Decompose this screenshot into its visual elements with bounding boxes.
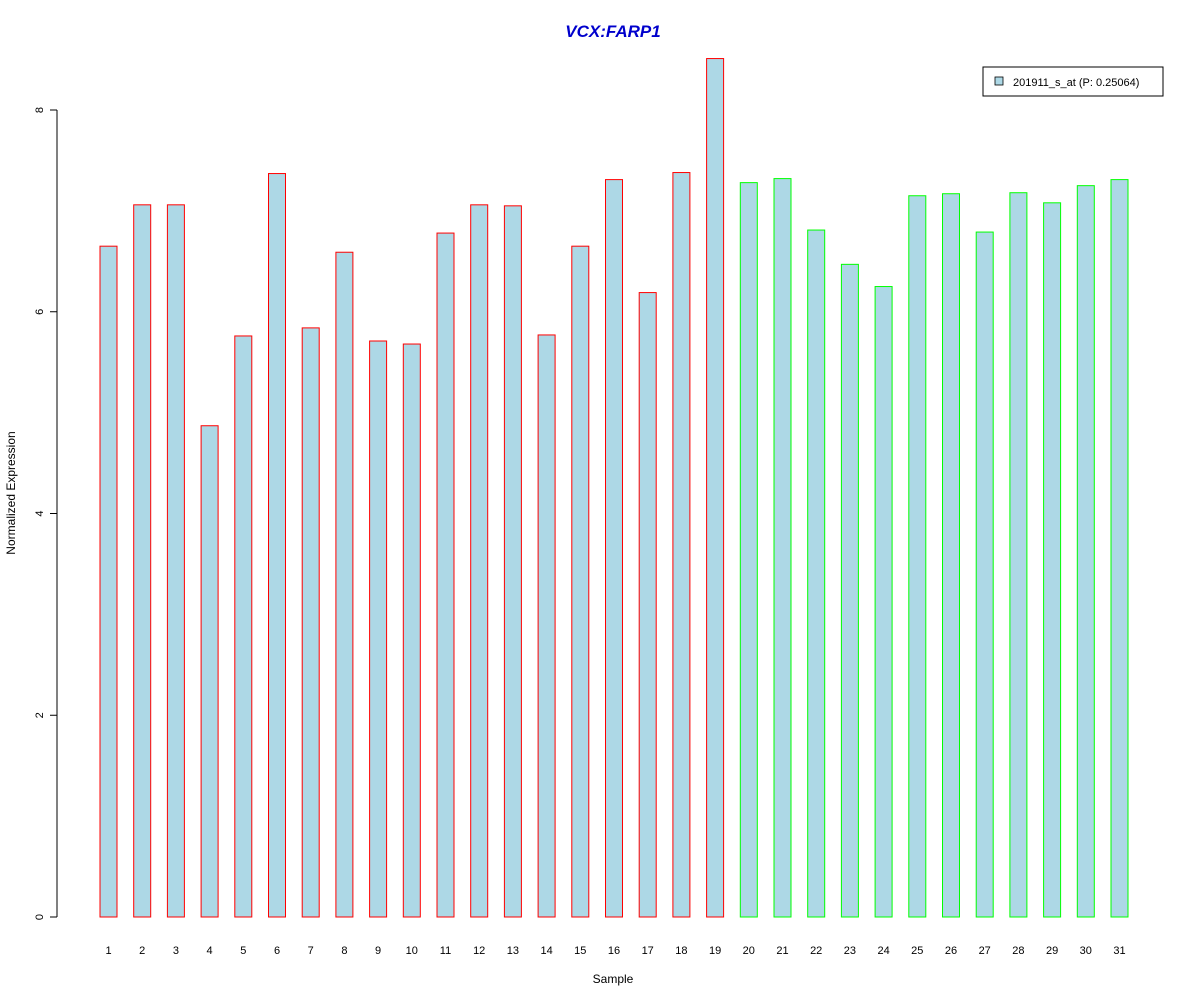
bar-sample-21: [773, 178, 792, 918]
bar-sample-23: [840, 263, 859, 918]
x-tick-label: 8: [341, 945, 347, 957]
x-tick-label: 6: [274, 945, 280, 957]
bar-sample-10: [402, 343, 421, 918]
x-tick-label: 19: [709, 945, 721, 957]
bar-sample-13: [503, 205, 522, 918]
bar-sample-1: [99, 245, 118, 918]
x-tick-label: 25: [911, 945, 923, 957]
bar-sample-31: [1110, 179, 1129, 918]
bar-sample-27: [975, 231, 994, 918]
x-tick-label: 1: [105, 945, 111, 957]
x-tick-label: 21: [776, 945, 788, 957]
y-tick-label: 8: [34, 107, 46, 113]
y-tick-label: 4: [34, 510, 46, 516]
y-axis: 0 2 4 6 8: [34, 107, 58, 920]
x-tick-label: 11: [440, 945, 451, 957]
legend-label: 201911_s_at (P: 0.25064): [1013, 77, 1139, 89]
bar-sample-22: [807, 229, 826, 918]
x-tick-label: 9: [375, 945, 381, 957]
x-tick-label: 18: [675, 945, 687, 957]
x-tick-labels: 1 2 3 4 5 6 7 8 9 10 11 12 13 14 15 16 17 18 19 20 21 22 23 24 2…: [105, 945, 1125, 957]
bar-sample-2: [133, 204, 152, 918]
bar-sample-16: [605, 179, 623, 918]
bar-sample-26: [942, 193, 960, 918]
legend: 201911_s_at (P: 0.25064): [982, 66, 1164, 97]
x-tick-label: 16: [608, 945, 620, 957]
x-tick-label: 26: [945, 945, 957, 957]
bar-sample-8: [335, 251, 354, 918]
bar-sample-29: [1043, 202, 1062, 918]
x-tick-label: 12: [473, 945, 485, 957]
x-tick-label: 3: [173, 945, 179, 957]
x-tick-label: 5: [240, 945, 246, 957]
bar-sample-28: [1009, 192, 1028, 918]
x-tick-label: 24: [877, 945, 889, 957]
x-tick-label: 30: [1080, 945, 1092, 957]
bar-sample-19: [706, 58, 725, 918]
bar-sample-7: [301, 327, 320, 918]
bar-sample-20: [739, 182, 758, 918]
x-tick-label: 4: [207, 945, 213, 957]
x-tick-label: 2: [139, 945, 145, 957]
x-tick-label: 29: [1046, 945, 1058, 957]
x-tick-label: 27: [979, 945, 991, 957]
x-tick-label: 10: [406, 945, 418, 957]
x-tick-label: 13: [507, 945, 519, 957]
bar-sample-24: [874, 286, 893, 918]
x-tick-label: 14: [540, 945, 552, 957]
bar-sample-9: [369, 340, 388, 918]
bar-sample-15: [571, 245, 590, 918]
chart-title: VCX:FARP1: [565, 22, 660, 41]
bar-sample-4: [200, 425, 219, 918]
legend-box: [982, 66, 1164, 97]
bar-sample-11: [436, 232, 455, 918]
y-tick-label: 6: [34, 309, 46, 315]
x-tick-label: 7: [308, 945, 314, 957]
y-tick-label: 2: [34, 712, 46, 718]
bar-sample-17: [638, 292, 657, 918]
bar-sample-6: [268, 173, 286, 918]
x-axis-label: Sample: [593, 972, 634, 986]
bar-sample-5: [234, 335, 253, 918]
bar-sample-18: [672, 172, 691, 918]
bar-sample-14: [537, 334, 556, 918]
x-tick-label: 22: [810, 945, 822, 957]
bar-sample-25: [908, 195, 927, 918]
x-tick-label: 17: [642, 945, 654, 957]
x-tick-label: 31: [1113, 945, 1125, 957]
bars-group: [99, 58, 1129, 918]
x-tick-label: 28: [1012, 945, 1024, 957]
bar-sample-12: [470, 204, 489, 918]
y-tick-label: 0: [34, 914, 46, 920]
x-tick-label: 20: [743, 945, 755, 957]
bar-sample-3: [166, 204, 185, 918]
y-axis-label: Normalized Expression: [4, 431, 18, 554]
bar-sample-30: [1076, 185, 1095, 918]
legend-swatch: [994, 76, 1004, 86]
x-tick-label: 23: [844, 945, 856, 957]
x-tick-label: 15: [574, 945, 586, 957]
